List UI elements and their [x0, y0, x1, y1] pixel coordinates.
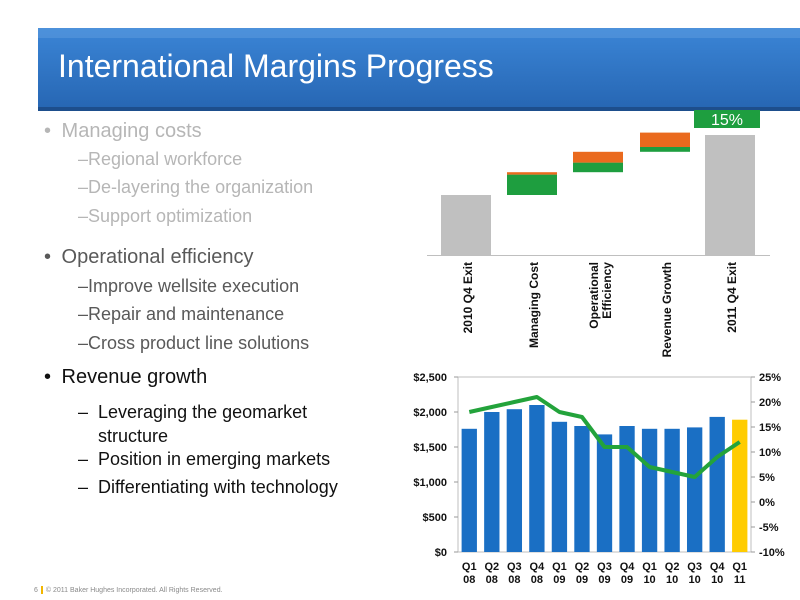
bullet-item: • Revenue growth	[44, 366, 208, 388]
revenue-bar	[619, 426, 635, 552]
x-tick-label-quarter: Q2	[575, 561, 590, 573]
y-right-tick-label: -5%	[759, 522, 779, 534]
revenue-bar	[709, 416, 725, 552]
waterfall-category-label: Revenue Growth	[660, 262, 674, 357]
x-tick-label-quarter: Q3	[507, 561, 522, 573]
x-tick-label-quarter: Q4	[710, 561, 726, 573]
revenue-bar	[574, 426, 590, 552]
x-tick-label-quarter: Q3	[597, 561, 612, 573]
footer-divider	[40, 586, 43, 594]
waterfall-step-segment	[573, 151, 623, 163]
revenue-bar	[596, 434, 613, 552]
y-left-tick-label: $500	[423, 512, 447, 524]
y-left-tick-label: $1,000	[413, 477, 447, 489]
x-tick-label-quarter: Q1	[552, 561, 567, 573]
y-right-tick-label: 10%	[759, 447, 781, 459]
waterfall-step-segment	[640, 147, 690, 152]
x-tick-label-quarter: Q2	[484, 561, 499, 573]
bullet-item: –Regional workforce	[78, 149, 243, 169]
x-tick-label-year: 09	[553, 574, 565, 586]
bullet-item: – Leveraging the geomarket structure	[78, 402, 308, 446]
x-tick-label-year: 09	[621, 574, 633, 586]
bullet-item: • Operational efficiency	[44, 246, 254, 268]
x-tick-label-quarter: Q4	[530, 561, 546, 573]
revenue-bar	[686, 427, 703, 552]
waterfall-category-label: Managing Cost	[527, 262, 541, 348]
x-tick-label-year: 08	[508, 574, 520, 586]
x-tick-label-quarter: Q2	[665, 561, 680, 573]
revenue-bar	[484, 412, 500, 552]
waterfall-step-segment	[507, 174, 557, 195]
waterfall-bar-end	[705, 135, 755, 255]
waterfall-step-segment	[507, 172, 557, 175]
margin-line	[468, 395, 741, 479]
callout-value: 15%	[711, 112, 743, 129]
y-left-tick-label: $2,000	[413, 407, 447, 419]
y-right-tick-label: 25%	[759, 372, 781, 384]
x-tick-label-year: 10	[689, 574, 701, 586]
x-tick-label-year: 11	[734, 574, 746, 586]
y-left-tick-label: $0	[435, 547, 447, 559]
y-right-tick-label: 0%	[759, 497, 775, 509]
page-title: International Margins Progress	[58, 48, 494, 84]
revenue-bar	[529, 405, 545, 552]
y-right-tick-label: 20%	[759, 397, 781, 409]
y-right-tick-label: -10%	[759, 547, 785, 559]
title-banner-gloss	[38, 28, 800, 38]
bullet-item: –Improve wellsite execution	[78, 276, 300, 296]
x-tick-label-year: 08	[531, 574, 543, 586]
bullet-item: –Cross product line solutions	[78, 333, 310, 353]
revenue-bar	[664, 428, 680, 552]
copyright-text: © 2011 Baker Hughes Incorporated. All Ri…	[45, 586, 223, 594]
callout-badge	[694, 110, 760, 128]
title-banner	[38, 28, 800, 111]
label-line: Efficiency	[600, 262, 614, 319]
waterfall-step-segment	[640, 132, 690, 147]
revenue-bar	[551, 421, 568, 552]
x-tick-label-year: 08	[486, 574, 498, 586]
x-tick-label-year: 10	[711, 574, 723, 586]
label-line: Operational	[587, 262, 601, 329]
bullet-item: • Managing costs	[44, 120, 202, 142]
y-left-tick-label: $1,500	[413, 442, 447, 454]
bullet-item: – Differentiating with technology	[78, 477, 338, 497]
waterfall-step-segment	[573, 162, 623, 173]
x-tick-label-quarter: Q1	[462, 561, 477, 573]
waterfall-bar-start	[441, 195, 491, 255]
waterfall-category-label: 2011 Q4 Exit	[725, 262, 739, 333]
page-number: 6	[34, 586, 38, 594]
x-tick-label-year: 10	[643, 574, 655, 586]
bullet-item: – Position in emerging markets	[78, 449, 331, 469]
footer: 6 © 2011 Baker Hughes Incorporated. All R…	[34, 586, 223, 594]
revenue-bar	[506, 409, 523, 552]
x-tick-label-year: 09	[576, 574, 588, 586]
revenue-bar	[641, 428, 658, 552]
bullet-item: –De-layering the organization	[78, 177, 314, 197]
revenue-bar	[461, 428, 477, 552]
y-left-tick-label: $2,500	[413, 372, 447, 384]
waterfall-category-label: OperationalEfficiency	[587, 262, 614, 329]
bullet-item: –Support optimization	[78, 206, 253, 226]
x-tick-label-year: 10	[666, 574, 678, 586]
y-right-tick-label: 5%	[759, 472, 775, 484]
x-tick-label-year: 09	[598, 574, 610, 586]
x-tick-label-year: 08	[463, 574, 475, 586]
y-right-tick-label: 15%	[759, 422, 781, 434]
bullet-item: –Repair and maintenance	[78, 304, 285, 324]
x-tick-label-quarter: Q1	[732, 561, 747, 573]
waterfall-category-label: 2010 Q4 Exit	[461, 262, 475, 333]
x-tick-label-quarter: Q3	[687, 561, 702, 573]
x-tick-label-quarter: Q4	[620, 561, 636, 573]
revenue-bar	[732, 419, 748, 552]
x-tick-label-quarter: Q1	[642, 561, 657, 573]
